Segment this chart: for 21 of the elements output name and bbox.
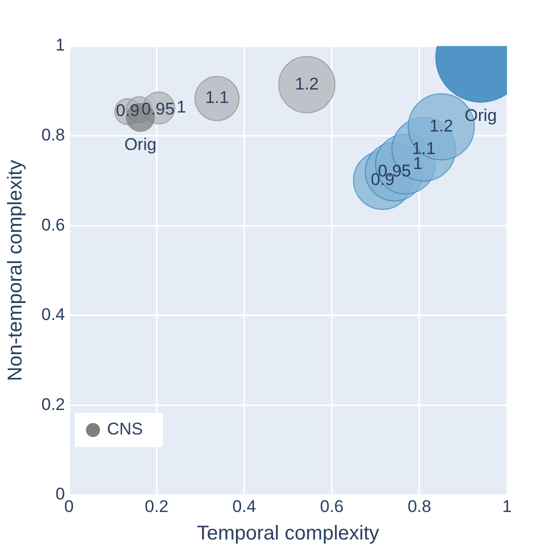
x-tick-label: 1 bbox=[502, 496, 512, 516]
annotation: 1.2 bbox=[429, 116, 454, 136]
annotation: 0.95 bbox=[142, 99, 175, 118]
x-axis-title: Temporal complexity bbox=[196, 522, 380, 545]
y-tick-label: 0 bbox=[56, 484, 65, 504]
x-tick-label: 0.6 bbox=[320, 496, 344, 516]
y-tick-label: 0.4 bbox=[41, 305, 65, 324]
legend-label: CNS bbox=[107, 420, 143, 439]
y-tick-label: 0.8 bbox=[41, 125, 65, 144]
x-tick-label: 0.8 bbox=[408, 496, 432, 516]
y-axis-title: Non-temporal complexity bbox=[4, 160, 27, 382]
y-tick-label: 0.6 bbox=[41, 215, 65, 234]
annotation: 1 bbox=[176, 98, 186, 117]
y-tick-label: 1 bbox=[56, 36, 65, 55]
annotation: 1.1 bbox=[205, 88, 229, 108]
x-tick-label: 0.2 bbox=[144, 496, 168, 516]
annotation: Orig bbox=[124, 135, 156, 154]
x-tick-label: 0.4 bbox=[232, 496, 256, 516]
annotation: 1.2 bbox=[295, 74, 319, 94]
annotation: 0.9 bbox=[116, 101, 140, 120]
y-tick-label: 0.2 bbox=[41, 394, 65, 414]
